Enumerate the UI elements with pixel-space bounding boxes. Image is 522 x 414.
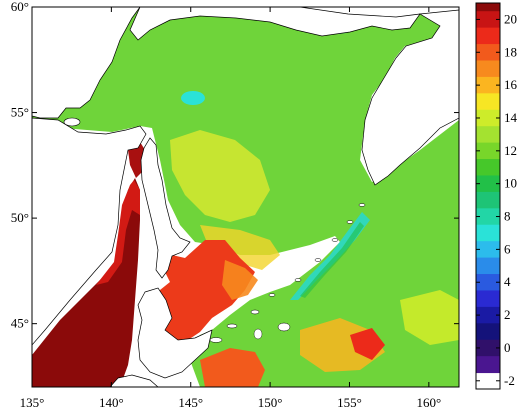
- mainland-north: [32, 7, 141, 119]
- colorbar-swatch: [476, 175, 500, 193]
- warm-patch-south: [200, 225, 280, 270]
- colorbar-swatch: [476, 257, 500, 275]
- japan-sea-red-edge: [96, 180, 140, 285]
- kuril-islands: [209, 203, 366, 343]
- lon-tick-label: 135°: [20, 395, 45, 410]
- japan-sea-warm-field: [32, 178, 140, 387]
- hokkaido-island: [137, 287, 213, 379]
- colorbar-swatch: [476, 274, 500, 291]
- mainland-coast-okhotsk: [129, 7, 421, 41]
- lon-tick-label: 140°: [99, 395, 124, 410]
- colorbar-swatch: [476, 126, 500, 144]
- kamchatka-peninsula: [361, 9, 459, 186]
- colorbar-label: -2: [504, 373, 515, 388]
- honshu-tip: [109, 374, 159, 387]
- colorbar-swatch: [476, 323, 500, 341]
- pacific-small-island: [253, 328, 263, 340]
- colorbar-label: 2: [504, 307, 511, 322]
- map-ticks: 135° 140° 145° 150° 155° 160° 60° 55° 50° 45°: [11, 0, 459, 410]
- colorbar-label: 20: [504, 11, 517, 26]
- pacific-red-patch: [350, 328, 385, 360]
- south-okhotsk-orange: [222, 260, 258, 300]
- lat-tick-label: 45°: [11, 316, 29, 331]
- colorbar-swatch: [476, 208, 500, 226]
- colorbar-label: 16: [504, 77, 518, 92]
- colorbar-swatch: [476, 290, 500, 308]
- pacific-yellow-patch-east: [400, 290, 459, 345]
- colorbar-label: 18: [504, 44, 517, 59]
- colorbar-label: 4: [504, 274, 511, 289]
- map-panel: [32, 7, 459, 387]
- lat-tick-label: 55°: [11, 105, 29, 120]
- map-frame: [31, 6, 460, 388]
- colorbar-label: 6: [504, 241, 511, 256]
- colorbar-swatch: [476, 44, 500, 61]
- colorbar-swatch: [476, 76, 500, 94]
- colorbar-swatch: [476, 11, 500, 29]
- sakhalin-island: [140, 137, 191, 279]
- cold-spot-west: [181, 91, 205, 105]
- warm-patch-central: [170, 130, 270, 222]
- colorbar-swatch: [476, 93, 500, 111]
- colorbar-swatch: [476, 60, 500, 78]
- tatar-strait-warm: [128, 142, 145, 178]
- lon-tick-label: 150°: [258, 395, 283, 410]
- lon-tick-label: 160°: [416, 395, 441, 410]
- colorbar-label: 10: [504, 176, 517, 191]
- colorbar-swatch: [476, 159, 500, 176]
- colorbar-swatch: [476, 339, 500, 357]
- colorbar-label: 14: [504, 110, 518, 125]
- colorbar-label: 0: [504, 340, 511, 355]
- colorbar-swatch: [476, 3, 500, 12]
- colorbar-label: 12: [504, 143, 517, 158]
- colorbar-swatch: [476, 191, 500, 209]
- colorbar-swatch: [476, 356, 500, 374]
- kuril-cold-band-inner: [300, 222, 364, 298]
- lon-tick-label: 145°: [178, 395, 203, 410]
- shantar-islands: [63, 117, 81, 127]
- colorbar-swatch: [476, 241, 500, 259]
- colorbar-swatch: [476, 27, 500, 45]
- colorbar-swatch: [476, 224, 500, 242]
- lon-tick-label: 155°: [337, 395, 362, 410]
- colorbar-swatch: [476, 109, 500, 127]
- lat-tick-label: 60°: [11, 0, 29, 14]
- mainland-west: [32, 117, 147, 346]
- colorbar-frame: [475, 2, 501, 390]
- lat-tick-label: 50°: [11, 210, 29, 225]
- colorbar-swatch: [476, 142, 500, 160]
- pacific-south-warm: [200, 348, 265, 387]
- colorbar-label: 8: [504, 209, 511, 224]
- kuril-cold-band: [290, 212, 370, 300]
- colorbar-swatch: [476, 306, 500, 324]
